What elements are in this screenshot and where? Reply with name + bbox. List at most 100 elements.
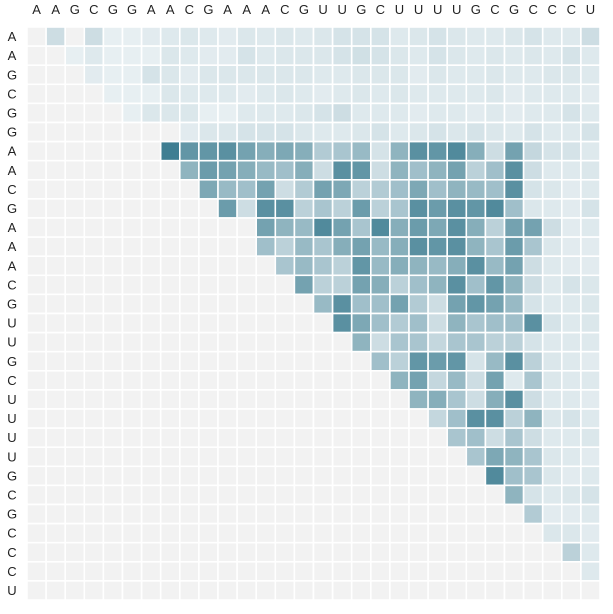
heatmap-cell-16-15 — [312, 331, 334, 353]
heatmap-cell-11-3 — [83, 236, 105, 258]
heatmap-cell-8-8 — [179, 179, 200, 200]
heatmap-cell-22-6 — [140, 446, 162, 468]
heatmap-cell-25-1 — [45, 503, 66, 525]
x-label-6: A — [147, 2, 156, 17]
heatmap-cell-18-1 — [45, 369, 66, 391]
heatmap-cell-9-20 — [408, 198, 429, 219]
heatmap-cell-27-22 — [446, 541, 468, 563]
heatmap-cell-1-0 — [26, 45, 47, 66]
heatmap-cell-21-26 — [522, 427, 544, 449]
heatmap-cell-2-3 — [83, 64, 105, 86]
heatmap-cell-25-3 — [83, 503, 105, 525]
heatmap-cell-8-29 — [580, 179, 601, 200]
heatmap-cell-6-13 — [274, 140, 296, 162]
heatmap-cell-11-23 — [465, 236, 487, 258]
heatmap-cell-15-28 — [560, 312, 582, 334]
heatmap-cell-25-24 — [484, 503, 506, 525]
heatmap-cell-29-10 — [217, 580, 238, 601]
heatmap-cell-10-8 — [179, 217, 200, 238]
heatmap-cell-17-4 — [102, 350, 124, 372]
heatmap-cell-29-13 — [274, 580, 296, 601]
heatmap-cell-16-13 — [274, 331, 296, 353]
heatmap-cell-26-12 — [255, 522, 277, 544]
heatmap-cell-10-22 — [446, 217, 468, 238]
heatmap-cell-28-12 — [255, 560, 277, 582]
heatmap-cell-3-27 — [541, 83, 563, 105]
heatmap-cell-25-19 — [389, 503, 410, 525]
heatmap-cell-5-14 — [293, 121, 315, 143]
heatmap-cell-15-22 — [446, 312, 468, 334]
heatmap-cell-19-3 — [83, 389, 105, 410]
x-label-16: U — [337, 2, 346, 17]
y-label-9: G — [7, 201, 17, 216]
heatmap-cell-9-6 — [140, 198, 162, 219]
heatmap-cell-22-16 — [331, 446, 353, 468]
heatmap-cell-13-20 — [408, 274, 429, 296]
heatmap-cell-29-22 — [446, 580, 468, 601]
heatmap-cell-9-13 — [274, 198, 296, 219]
heatmap-cell-7-10 — [217, 159, 238, 181]
heatmap-cell-20-28 — [560, 408, 582, 429]
heatmap-cell-13-0 — [26, 274, 47, 296]
heatmap-cell-28-1 — [45, 560, 66, 582]
heatmap-cell-0-3 — [83, 26, 105, 47]
heatmap-cell-17-23 — [465, 350, 487, 372]
heatmap-cell-23-6 — [140, 465, 162, 487]
heatmap-cell-9-15 — [312, 198, 334, 219]
heatmap-cell-29-7 — [159, 580, 181, 601]
heatmap-cell-4-5 — [121, 102, 143, 124]
heatmap-cell-23-1 — [45, 465, 66, 487]
heatmap-cell-5-16 — [331, 121, 353, 143]
heatmap-cell-18-16 — [331, 369, 353, 391]
heatmap-cell-28-15 — [312, 560, 334, 582]
heatmap-cell-4-17 — [350, 102, 372, 124]
heatmap-cell-29-18 — [369, 580, 391, 601]
heatmap-cell-28-7 — [159, 560, 181, 582]
heatmap-cell-14-4 — [102, 293, 124, 315]
heatmap-cell-13-26 — [522, 274, 544, 296]
heatmap-cell-19-11 — [236, 389, 258, 410]
heatmap-cell-9-25 — [503, 198, 525, 219]
heatmap-cell-11-13 — [274, 236, 296, 258]
heatmap-cell-26-24 — [484, 522, 506, 544]
heatmap-cell-18-9 — [198, 369, 219, 391]
heatmap-cell-24-28 — [560, 484, 582, 506]
heatmap-cell-17-27 — [541, 350, 563, 372]
heatmap-cell-11-22 — [446, 236, 468, 258]
heatmap-cell-13-18 — [369, 274, 391, 296]
heatmap-cell-13-25 — [503, 274, 525, 296]
heatmap-cell-0-21 — [427, 26, 449, 47]
y-label-23: G — [7, 468, 17, 483]
heatmap-cell-2-23 — [465, 64, 487, 86]
heatmap-cell-3-3 — [83, 83, 105, 105]
heatmap-cell-27-7 — [159, 541, 181, 563]
heatmap-cell-29-16 — [331, 580, 353, 601]
heatmap-cell-9-10 — [217, 198, 238, 219]
heatmap-cell-19-25 — [503, 389, 525, 410]
heatmap-cell-25-22 — [446, 503, 468, 525]
heatmap-cell-4-19 — [389, 102, 410, 124]
heatmap-cell-27-6 — [140, 541, 162, 563]
y-label-7: A — [8, 163, 17, 178]
heatmap-cell-4-11 — [236, 102, 258, 124]
heatmap-cell-1-29 — [580, 45, 601, 66]
heatmap-cell-29-6 — [140, 580, 162, 601]
heatmap-cell-11-27 — [541, 236, 563, 258]
heatmap-cell-27-3 — [83, 541, 105, 563]
heatmap-cell-29-12 — [255, 580, 277, 601]
heatmap-cell-14-19 — [389, 293, 410, 315]
heatmap-cell-23-17 — [350, 465, 372, 487]
heatmap-cell-22-8 — [179, 446, 200, 468]
heatmap-cell-14-17 — [350, 293, 372, 315]
heatmap-cell-2-7 — [159, 64, 181, 86]
heatmap-cell-11-26 — [522, 236, 544, 258]
heatmap-cell-15-20 — [408, 312, 429, 334]
heatmap-cell-26-25 — [503, 522, 525, 544]
heatmap-cell-28-11 — [236, 560, 258, 582]
heatmap-cell-26-6 — [140, 522, 162, 544]
heatmap-cell-18-12 — [255, 369, 277, 391]
heatmap-cell-5-9 — [198, 121, 219, 143]
heatmap-cell-10-29 — [580, 217, 601, 238]
heatmap-cell-0-24 — [484, 26, 506, 47]
x-label-27: C — [548, 2, 557, 17]
